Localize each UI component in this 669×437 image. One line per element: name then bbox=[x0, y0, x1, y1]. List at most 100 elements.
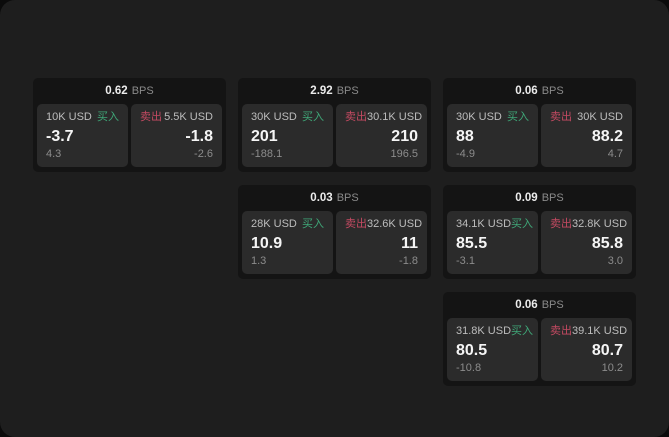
bps-unit: BPS bbox=[541, 299, 564, 311]
sell-panel-top: 卖出 39.1K USD bbox=[550, 325, 627, 338]
quote-body: 34.1K USD 买入 85.5 -3.1 卖出 32.8K USD 85.8… bbox=[443, 211, 636, 279]
sell-price: 88.2 bbox=[591, 128, 623, 145]
sell-amount: 30K USD bbox=[577, 111, 623, 123]
buy-price: -3.7 bbox=[46, 128, 74, 145]
buy-panel[interactable]: 34.1K USD 买入 85.5 -3.1 bbox=[447, 211, 538, 274]
bps-header: 0.06 BPS bbox=[443, 292, 636, 318]
buy-panel-top: 30K USD 买入 bbox=[456, 111, 529, 124]
buy-amount: 28K USD bbox=[251, 218, 297, 230]
bps-value: 0.06 bbox=[515, 85, 538, 97]
buy-label: 买入 bbox=[511, 218, 534, 230]
sell-panel-top: 卖出 5.5K USD bbox=[140, 111, 213, 124]
sell-panel[interactable]: 卖出 5.5K USD -1.8 -2.6 bbox=[131, 104, 222, 167]
sell-change: 10.2 bbox=[601, 362, 623, 374]
quote-body: 28K USD 买入 10.9 1.3 卖出 32.6K USD 11 -1.8 bbox=[238, 211, 431, 279]
sell-price: 210 bbox=[391, 128, 418, 145]
sell-panel[interactable]: 卖出 39.1K USD 80.7 10.2 bbox=[541, 318, 632, 381]
quote-body: 31.8K USD 买入 80.5 -10.8 卖出 39.1K USD 80.… bbox=[443, 318, 636, 386]
sell-panel-top: 卖出 30K USD bbox=[550, 111, 623, 124]
bps-unit: BPS bbox=[336, 85, 359, 97]
bps-unit: BPS bbox=[336, 192, 359, 204]
sell-label: 卖出 bbox=[550, 218, 572, 230]
sell-panel[interactable]: 卖出 30.1K USD 210 196.5 bbox=[336, 104, 427, 167]
buy-amount: 34.1K USD bbox=[456, 218, 512, 230]
bps-header: 2.92 BPS bbox=[238, 78, 431, 104]
quote-body: 10K USD 买入 -3.7 4.3 卖出 5.5K USD -1.8 -2.… bbox=[33, 104, 226, 172]
bps-header: 0.09 BPS bbox=[443, 185, 636, 211]
sell-price: -1.8 bbox=[185, 128, 213, 145]
buy-price: 80.5 bbox=[456, 342, 488, 359]
bps-header: 0.06 BPS bbox=[443, 78, 636, 104]
bps-unit: BPS bbox=[131, 85, 154, 97]
sell-change: -2.6 bbox=[194, 148, 213, 160]
quote-card-3: 0.06 BPS 30K USD 买入 88 -4.9 卖出 30K USD bbox=[443, 78, 636, 172]
buy-change: -188.1 bbox=[251, 148, 283, 160]
buy-change: -3.1 bbox=[456, 255, 475, 267]
quote-card-5: 0.09 BPS 34.1K USD 买入 85.5 -3.1 卖出 32.8K… bbox=[443, 185, 636, 279]
bps-header: 0.03 BPS bbox=[238, 185, 431, 211]
sell-price: 11 bbox=[401, 235, 418, 252]
buy-label: 买入 bbox=[507, 111, 529, 123]
buy-change: -4.9 bbox=[456, 148, 475, 160]
buy-price: 85.5 bbox=[456, 235, 488, 252]
sell-label: 卖出 bbox=[550, 325, 572, 337]
bps-unit: BPS bbox=[541, 192, 564, 204]
quote-cards-grid: 0.62 BPS 10K USD 买入 -3.7 4.3 卖出 5.5K USD bbox=[33, 78, 636, 386]
sell-label: 卖出 bbox=[345, 218, 367, 230]
sell-price: 85.8 bbox=[591, 235, 623, 252]
sell-label: 卖出 bbox=[140, 111, 162, 123]
bps-value: 0.06 bbox=[515, 299, 538, 311]
buy-change: -10.8 bbox=[456, 362, 482, 374]
buy-panel[interactable]: 10K USD 买入 -3.7 4.3 bbox=[37, 104, 128, 167]
sell-panel[interactable]: 卖出 32.6K USD 11 -1.8 bbox=[336, 211, 427, 274]
sell-amount: 30.1K USD bbox=[367, 111, 423, 123]
buy-label: 买入 bbox=[97, 111, 119, 123]
sell-label: 卖出 bbox=[550, 111, 572, 123]
bps-header: 0.62 BPS bbox=[33, 78, 226, 104]
quote-body: 30K USD 买入 201 -188.1 卖出 30.1K USD 210 1… bbox=[238, 104, 431, 172]
sell-change: 196.5 bbox=[390, 148, 418, 160]
buy-panel[interactable]: 31.8K USD 买入 80.5 -10.8 bbox=[447, 318, 538, 381]
sell-price: 80.7 bbox=[591, 342, 623, 359]
quote-card-2: 2.92 BPS 30K USD 买入 201 -188.1 卖出 30.1K … bbox=[238, 78, 431, 172]
sell-panel-top: 卖出 32.6K USD bbox=[345, 218, 422, 231]
buy-panel-top: 31.8K USD 买入 bbox=[456, 325, 533, 338]
buy-panel[interactable]: 30K USD 买入 201 -188.1 bbox=[242, 104, 333, 167]
bps-unit: BPS bbox=[541, 85, 564, 97]
buy-amount: 30K USD bbox=[456, 111, 502, 123]
sell-amount: 39.1K USD bbox=[572, 325, 628, 337]
buy-panel-top: 28K USD 买入 bbox=[251, 218, 324, 231]
buy-amount: 10K USD bbox=[46, 111, 92, 123]
buy-amount: 31.8K USD bbox=[456, 325, 512, 337]
buy-price: 88 bbox=[456, 128, 474, 145]
buy-label: 买入 bbox=[302, 218, 324, 230]
buy-label: 买入 bbox=[302, 111, 324, 123]
sell-amount: 32.6K USD bbox=[367, 218, 423, 230]
buy-panel-top: 34.1K USD 买入 bbox=[456, 218, 533, 231]
sell-panel[interactable]: 卖出 30K USD 88.2 4.7 bbox=[541, 104, 632, 167]
sell-panel[interactable]: 卖出 32.8K USD 85.8 3.0 bbox=[541, 211, 632, 274]
sell-panel-top: 卖出 32.8K USD bbox=[550, 218, 627, 231]
quote-card-1: 0.62 BPS 10K USD 买入 -3.7 4.3 卖出 5.5K USD bbox=[33, 78, 226, 172]
buy-change: 4.3 bbox=[46, 148, 62, 160]
sell-amount: 32.8K USD bbox=[572, 218, 628, 230]
buy-label: 买入 bbox=[511, 325, 534, 337]
sell-panel-top: 卖出 30.1K USD bbox=[345, 111, 422, 124]
sell-label: 卖出 bbox=[345, 111, 367, 123]
sell-change: 4.7 bbox=[607, 148, 623, 160]
buy-panel-top: 10K USD 买入 bbox=[46, 111, 119, 124]
quote-body: 30K USD 买入 88 -4.9 卖出 30K USD 88.2 4.7 bbox=[443, 104, 636, 172]
quote-card-4: 0.03 BPS 28K USD 买入 10.9 1.3 卖出 32.6K US… bbox=[238, 185, 431, 279]
buy-price: 201 bbox=[251, 128, 278, 145]
sell-change: 3.0 bbox=[607, 255, 623, 267]
buy-panel[interactable]: 30K USD 买入 88 -4.9 bbox=[447, 104, 538, 167]
buy-panel-top: 30K USD 买入 bbox=[251, 111, 324, 124]
buy-panel[interactable]: 28K USD 买入 10.9 1.3 bbox=[242, 211, 333, 274]
buy-change: 1.3 bbox=[251, 255, 267, 267]
bps-value: 0.03 bbox=[310, 192, 333, 204]
quote-card-6: 0.06 BPS 31.8K USD 买入 80.5 -10.8 卖出 39.1… bbox=[443, 292, 636, 386]
bps-value: 2.92 bbox=[310, 85, 333, 97]
bps-value: 0.09 bbox=[515, 192, 538, 204]
buy-amount: 30K USD bbox=[251, 111, 297, 123]
